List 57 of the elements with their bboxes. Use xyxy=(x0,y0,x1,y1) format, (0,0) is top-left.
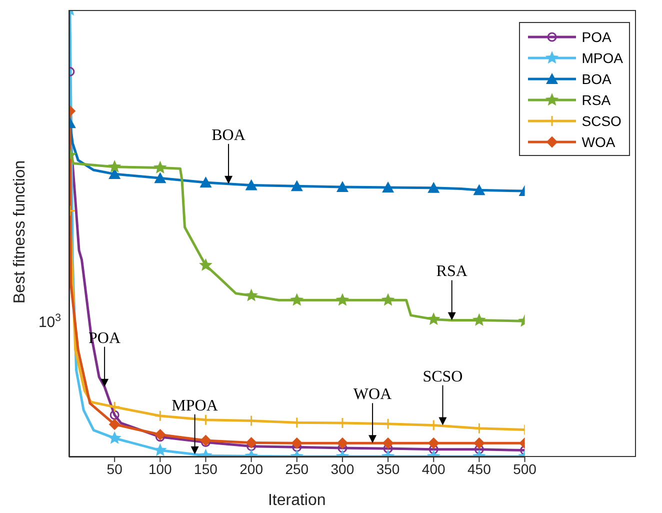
point xyxy=(108,401,120,413)
point xyxy=(244,288,258,302)
text: 10$^{3}$ xyxy=(38,312,62,331)
point xyxy=(336,438,348,449)
x-tick-label: 50 xyxy=(106,460,123,477)
point xyxy=(154,410,166,422)
point xyxy=(200,176,212,188)
annotation: BOA xyxy=(212,126,246,144)
legend-label: RSA xyxy=(582,92,611,108)
point xyxy=(109,418,120,430)
point xyxy=(246,437,257,448)
point xyxy=(108,431,122,444)
point xyxy=(291,438,302,449)
point xyxy=(245,179,258,190)
x-tick-label: 450 xyxy=(468,460,492,477)
point xyxy=(474,444,484,454)
annotation: RSA xyxy=(436,263,468,280)
point xyxy=(473,184,486,196)
point xyxy=(110,410,120,420)
legend-label: SCSO xyxy=(582,112,622,128)
annotation: MPOA xyxy=(172,397,218,414)
point xyxy=(200,434,212,446)
point xyxy=(290,293,304,306)
x-tick-label: 100 xyxy=(148,460,172,477)
point xyxy=(428,182,440,193)
x-tick-label: 200 xyxy=(240,460,264,477)
legend-label: WOA xyxy=(582,134,616,150)
legend-label: POA xyxy=(582,28,612,44)
point xyxy=(336,293,350,306)
point xyxy=(336,181,348,192)
point xyxy=(199,258,212,271)
annotation: WOA xyxy=(353,386,392,404)
x-tick-label: 400 xyxy=(422,460,446,477)
x-tick-label: 250 xyxy=(285,460,309,477)
point xyxy=(154,172,166,184)
point xyxy=(428,438,440,449)
x-tick-label: 150 xyxy=(194,460,218,477)
point xyxy=(428,444,438,454)
point xyxy=(381,293,395,306)
x-tick-label: 350 xyxy=(376,460,400,477)
annotation: SCSO xyxy=(422,368,463,386)
legend-label: MPOA xyxy=(582,50,623,66)
point xyxy=(153,160,167,174)
point xyxy=(108,160,122,173)
x-axis-title: Iteration xyxy=(268,492,326,509)
point xyxy=(382,181,394,192)
legend-label: BOA xyxy=(582,70,612,86)
x-tick-label: 500 xyxy=(513,460,537,477)
point xyxy=(154,429,166,440)
y-axis-title: Best fitness function xyxy=(12,160,29,304)
point xyxy=(383,444,393,454)
point xyxy=(426,312,440,325)
x-tick-label: 300 xyxy=(330,460,354,477)
point xyxy=(472,313,486,326)
point xyxy=(382,438,394,449)
point xyxy=(290,180,303,192)
point xyxy=(474,438,485,449)
